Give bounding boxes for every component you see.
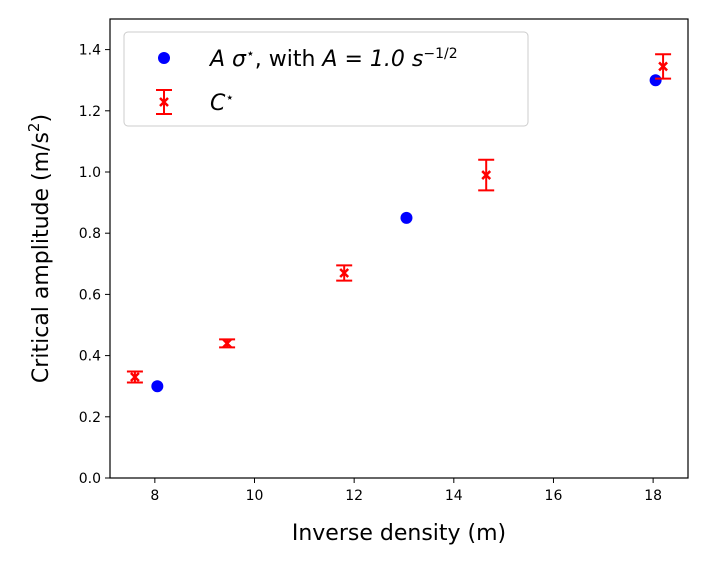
legend-c-symbol: C [210,91,226,116]
data-point-C-x-marker [130,372,140,382]
y-tick-label: 0.2 [79,410,101,426]
y-axis-label-main: Critical amplitude (m/s [29,132,54,383]
y-axis-label-sup: 2 [25,123,43,133]
legend-sigma-middle: , with [255,47,323,72]
x-tick-label: 10 [246,488,264,504]
y-tick-label: 1.4 [79,43,101,59]
y-axis-label-close: ) [29,114,54,123]
data-point-sigma [151,380,164,393]
legend: A σ⋆, with A = 1.0 s−1/2 C⋆ [123,31,529,127]
x-tick-label: 14 [445,488,463,504]
legend-c-star: ⋆ [225,90,234,106]
legend-sigma-symbol: A σ [208,47,247,72]
legend-blue-dot-icon [158,52,170,64]
legend-sigma-equation: A = 1.0 s [320,47,423,72]
y-axis-label: Critical amplitude (m/s2) [25,114,54,383]
data-point-C-x-marker [658,61,668,72]
y-axis-ticks: 0.0 0.2 0.4 0.6 0.8 1.0 1.2 1.4 [79,43,110,487]
x-tick-label: 16 [545,488,563,504]
data-point-C-x-marker [481,170,492,180]
legend-entry-c: C⋆ [210,90,234,116]
data-point-C-x-marker [339,268,350,278]
x-tick-label: 12 [345,488,363,504]
x-axis-label: Inverse density (m) [292,521,506,546]
x-tick-label: 8 [150,488,159,504]
y-tick-label: 0.6 [79,287,101,303]
legend-swatch-red-errorbar [156,89,172,115]
legend-sigma-exponent: −1/2 [423,46,457,62]
data-point-C-x-marker [222,338,232,349]
data-point-sigma [649,74,662,87]
x-tick-label: 18 [644,488,662,504]
data-point-sigma [400,211,413,224]
y-tick-label: 1.0 [79,165,101,181]
y-tick-label: 0.0 [79,471,101,487]
y-tick-label: 0.4 [79,349,101,365]
axes-frame [109,18,689,479]
y-tick-label: 0.8 [79,226,101,242]
y-tick-label: 1.2 [79,104,101,120]
legend-entry-sigma: A σ⋆, with A = 1.0 s−1/2 [208,46,458,72]
legend-box [123,31,529,127]
x-axis-ticks: 8 10 12 14 16 18 [150,478,662,504]
legend-x-marker-icon [159,97,169,107]
legend-swatch-blue-dot [158,52,170,64]
chart-marks [126,53,672,393]
plot-area [109,18,689,479]
legend-sigma-star: ⋆ [246,46,255,62]
